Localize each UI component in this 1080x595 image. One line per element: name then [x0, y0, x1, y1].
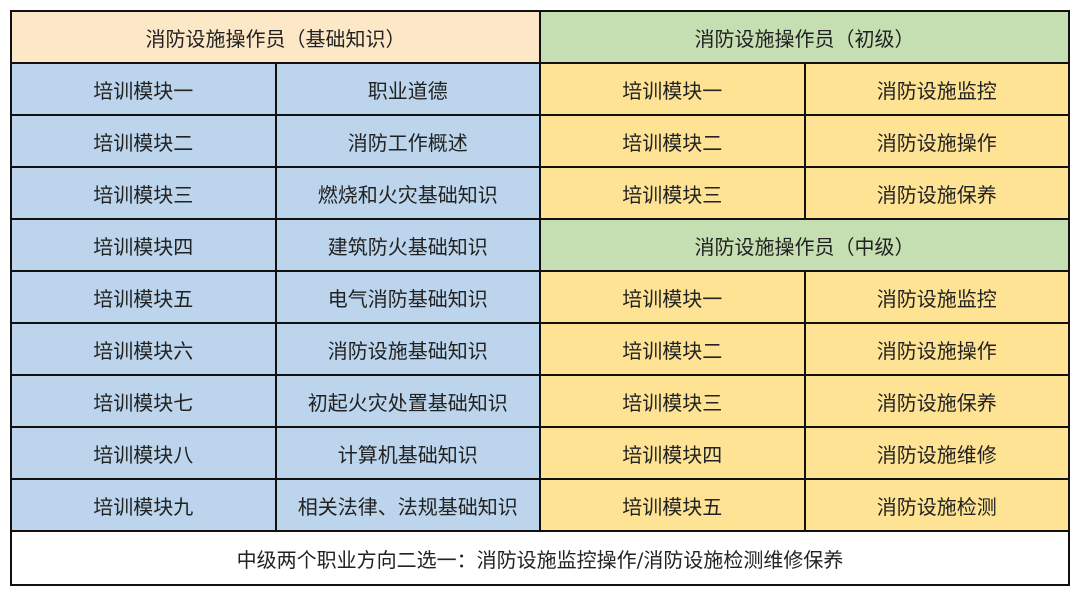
junior-module: 培训模块二 [539, 114, 806, 168]
intermediate-module: 培训模块四 [539, 426, 806, 480]
intermediate-module: 培训模块一 [539, 270, 806, 324]
basic-topic: 电气消防基础知识 [274, 270, 541, 324]
intermediate-module: 培训模块五 [539, 478, 806, 532]
basic-topic: 消防工作概述 [274, 114, 541, 168]
junior-topic: 消防设施操作 [803, 114, 1070, 168]
basic-module: 培训模块八 [10, 426, 277, 480]
basic-topic: 消防设施基础知识 [274, 322, 541, 376]
basic-module: 培训模块六 [10, 322, 277, 376]
junior-module: 培训模块一 [539, 62, 806, 116]
table-row: 培训模块一 职业道德 培训模块一 消防设施监控 [10, 62, 1070, 116]
table-row: 培训模块九 相关法律、法规基础知识 培训模块五 消防设施检测 [10, 478, 1070, 532]
basic-topic: 建筑防火基础知识 [274, 218, 541, 272]
intermediate-topic: 消防设施维修 [803, 426, 1070, 480]
table-row: 培训模块五 电气消防基础知识 培训模块一 消防设施监控 [10, 270, 1070, 324]
intermediate-module: 培训模块三 [539, 374, 806, 428]
table-row: 消防设施操作员（基础知识） 消防设施操作员（初级） [10, 10, 1070, 64]
basic-topic: 职业道德 [274, 62, 541, 116]
basic-module: 培训模块一 [10, 62, 277, 116]
basic-topic: 相关法律、法规基础知识 [274, 478, 541, 532]
basic-topic: 燃烧和火灾基础知识 [274, 166, 541, 220]
intermediate-module: 培训模块二 [539, 322, 806, 376]
table-row: 培训模块八 计算机基础知识 培训模块四 消防设施维修 [10, 426, 1070, 480]
table-row: 培训模块四 建筑防火基础知识 消防设施操作员（中级） [10, 218, 1070, 272]
training-modules-table: 消防设施操作员（基础知识） 消防设施操作员（初级） 培训模块一 职业道德 培训模… [10, 10, 1070, 586]
basic-module: 培训模块五 [10, 270, 277, 324]
basic-module: 培训模块三 [10, 166, 277, 220]
basic-module: 培训模块二 [10, 114, 277, 168]
table-row: 中级两个职业方向二选一：消防设施监控操作/消防设施检测维修保养 [10, 530, 1070, 586]
basic-module: 培训模块九 [10, 478, 277, 532]
basic-header: 消防设施操作员（基础知识） [10, 10, 541, 64]
footer-note: 中级两个职业方向二选一：消防设施监控操作/消防设施检测维修保养 [10, 530, 1070, 586]
basic-topic: 计算机基础知识 [274, 426, 541, 480]
junior-topic: 消防设施保养 [803, 166, 1070, 220]
basic-module: 培训模块四 [10, 218, 277, 272]
table-row: 培训模块三 燃烧和火灾基础知识 培训模块三 消防设施保养 [10, 166, 1070, 220]
intermediate-topic: 消防设施监控 [803, 270, 1070, 324]
basic-module: 培训模块七 [10, 374, 277, 428]
intermediate-topic: 消防设施检测 [803, 478, 1070, 532]
junior-header: 消防设施操作员（初级） [539, 10, 1070, 64]
junior-topic: 消防设施监控 [803, 62, 1070, 116]
basic-topic: 初起火灾处置基础知识 [274, 374, 541, 428]
table-row: 培训模块六 消防设施基础知识 培训模块二 消防设施操作 [10, 322, 1070, 376]
table-row: 培训模块二 消防工作概述 培训模块二 消防设施操作 [10, 114, 1070, 168]
junior-module: 培训模块三 [539, 166, 806, 220]
intermediate-topic: 消防设施操作 [803, 322, 1070, 376]
intermediate-header: 消防设施操作员（中级） [539, 218, 1070, 272]
table-row: 培训模块七 初起火灾处置基础知识 培训模块三 消防设施保养 [10, 374, 1070, 428]
intermediate-topic: 消防设施保养 [803, 374, 1070, 428]
